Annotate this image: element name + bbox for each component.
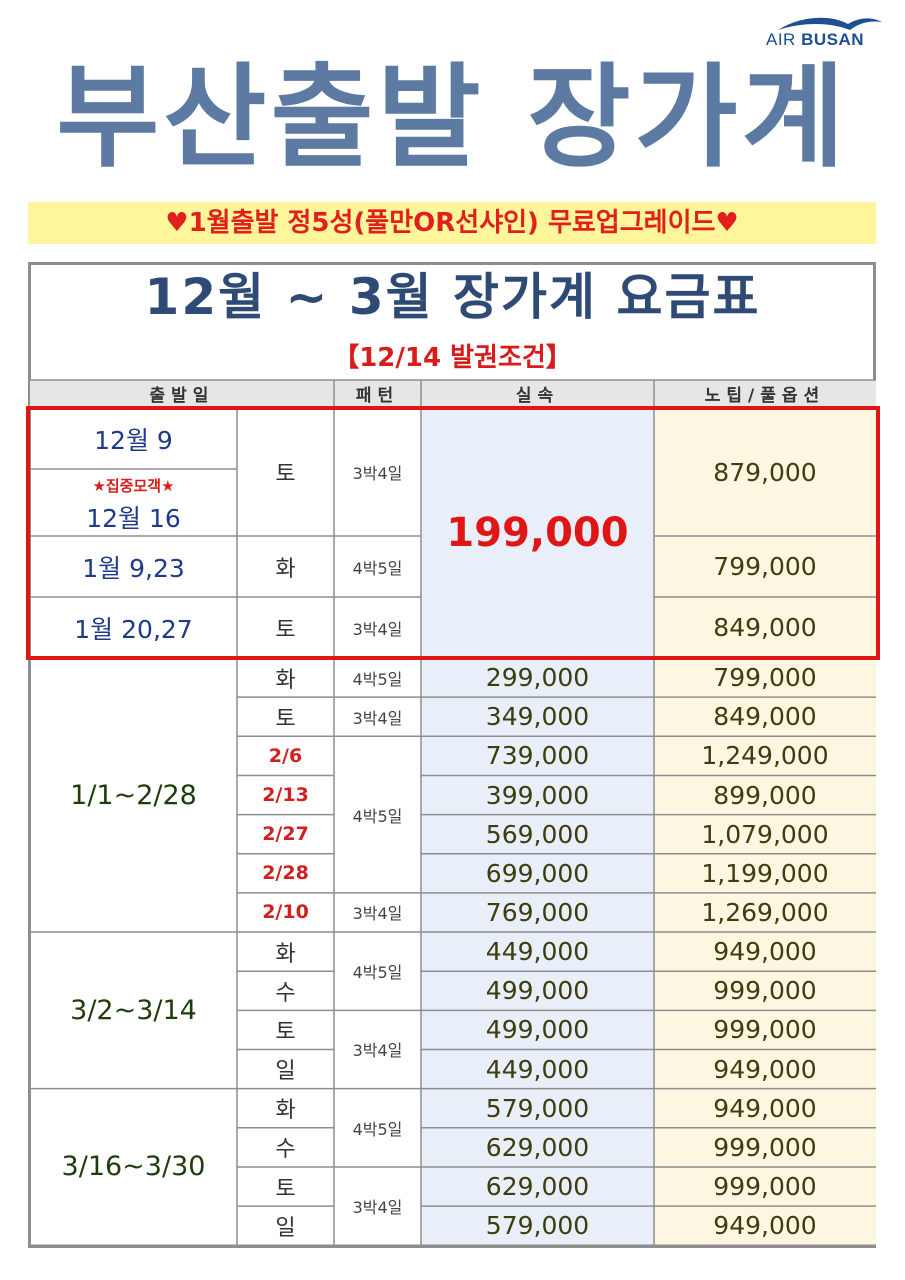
row-day: 화 [275,667,296,693]
featured-star-label: ★집중모객★ [92,476,175,495]
row-pattern: 4박5일 [352,806,403,826]
row-day: 2/13 [262,784,309,806]
row-pattern: 3박4일 [352,1198,403,1218]
group-range: 1/1~2/28 [70,779,197,811]
row-day: 토 [275,1019,296,1045]
row-basic-price: 579,000 [485,1093,590,1123]
featured-date-4: 1월 20,27 [74,614,193,644]
row-basic-price: 499,000 [485,976,590,1006]
featured-premium-2: 799,000 [713,552,817,581]
row-pattern: 4박5일 [352,669,403,689]
row-day: 토 [275,706,296,732]
row-basic-price: 349,000 [485,702,590,732]
group-range: 3/16~3/30 [61,1151,206,1183]
featured-date-2: 12월 16 [86,504,181,533]
row-day: 수 [275,1137,296,1163]
row-day: 2/28 [262,862,309,885]
row-premium-price: 849,000 [713,702,817,732]
table-subtitle: 【12/14 발권조건】 [333,343,572,373]
row-day: 2/6 [268,744,303,767]
featured-pattern-3: 3박4일 [352,619,403,639]
row-basic-price: 399,000 [485,780,590,810]
header-row-bg [30,380,876,407]
row-basic-price: 739,000 [485,741,590,771]
row-premium-price: 799,000 [713,663,817,693]
row-premium-price: 999,000 [713,1132,817,1162]
featured-day-1: 토 [275,462,296,487]
page-title: 부산출발 장가계 [56,53,849,183]
row-day: 일 [275,1215,296,1241]
premium-column-bg [654,658,876,1246]
row-day: 수 [275,980,296,1006]
row-pattern: 3박4일 [352,708,403,728]
basic-column-bg [421,658,654,1246]
row-basic-price: 449,000 [485,937,590,967]
row-pattern: 3박4일 [352,904,403,924]
featured-premium-3: 849,000 [713,613,817,642]
row-day: 화 [275,1098,296,1124]
row-basic-price: 629,000 [485,1132,590,1162]
featured-shared-price: 199,000 [446,510,629,556]
row-premium-price: 1,249,000 [701,741,829,771]
row-premium-price: 1,079,000 [701,819,829,849]
featured-day-2: 화 [275,556,296,582]
row-premium-price: 1,269,000 [701,897,829,927]
row-pattern: 3박4일 [352,1041,403,1061]
bird-icon [778,17,882,30]
row-day: 일 [275,1059,296,1085]
featured-basic-bg [421,408,654,658]
header-premium: 노팁/풀옵션 [704,386,826,406]
row-premium-price: 949,000 [713,1093,817,1123]
row-basic-price: 579,000 [485,1211,590,1241]
row-premium-price: 1,199,000 [701,858,829,888]
header-pattern: 패턴 [355,386,400,406]
row-day: 토 [275,1176,296,1202]
row-pattern: 4박5일 [352,1119,403,1139]
row-basic-price: 569,000 [485,819,590,849]
row-premium-price: 999,000 [713,976,817,1006]
row-basic-price: 629,000 [485,1172,590,1201]
table-title: 12월 ~ 3월 장가계 요금표 [144,268,761,326]
logo-text: AIR BUSAN [766,30,865,49]
group-range: 3/2~3/14 [70,994,197,1026]
air-busan-logo: AIR BUSAN [760,14,890,54]
row-day: 2/27 [262,823,309,846]
header-date: 출발일 [149,386,215,406]
row-day: 화 [275,941,296,967]
row-pattern: 4박5일 [352,963,403,983]
featured-day-3: 토 [275,617,296,643]
row-premium-price: 949,000 [713,1054,817,1084]
featured-pattern-1: 3박4일 [352,464,403,483]
row-premium-price: 999,000 [713,1172,817,1201]
featured-premium-bg [654,408,876,658]
featured-date-3: 1월 9,23 [82,553,185,583]
row-premium-price: 899,000 [713,780,817,810]
header-basic: 실속 [515,386,560,406]
row-basic-price: 499,000 [485,1015,590,1045]
row-premium-price: 949,000 [713,937,817,967]
promo-banner: ♥1월출발 정5성(풀만OR선샤인) 무료업그레이드♥ [28,202,876,244]
row-premium-price: 949,000 [713,1211,817,1241]
featured-premium-1: 879,000 [713,457,817,487]
featured-highlight-border [26,406,880,660]
row-basic-price: 449,000 [485,1054,590,1084]
row-basic-price: 299,000 [485,663,590,693]
row-basic-price: 699,000 [485,858,590,888]
row-premium-price: 999,000 [713,1015,817,1045]
row-basic-price: 769,000 [485,897,590,927]
featured-date-1: 12월 9 [94,425,173,455]
featured-pattern-2: 4박5일 [352,558,403,578]
row-day: 2/10 [262,901,309,924]
